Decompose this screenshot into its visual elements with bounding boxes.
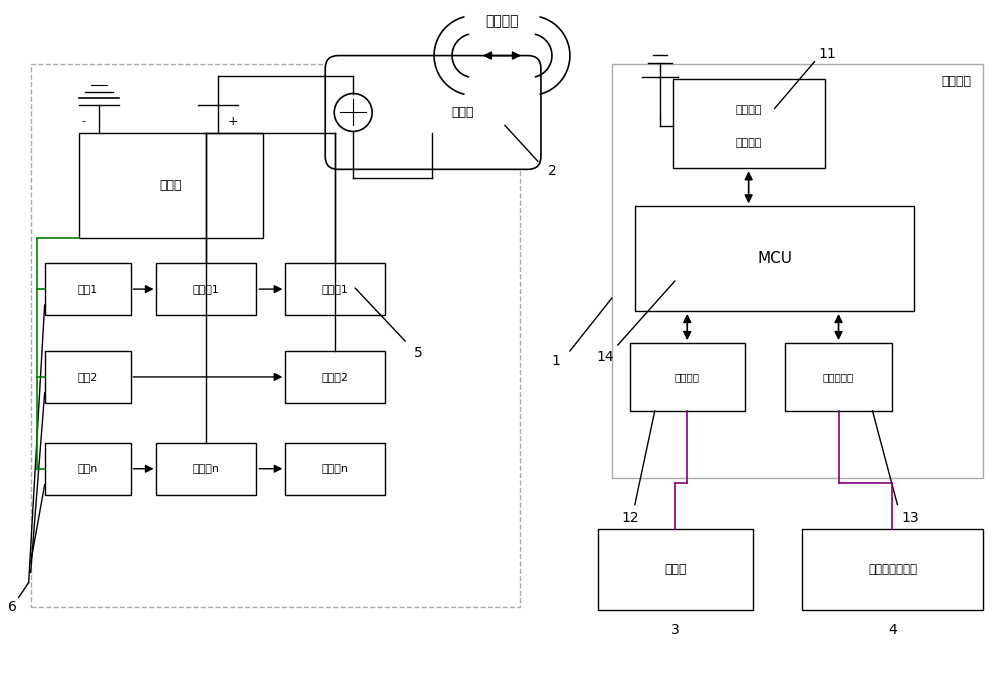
Bar (630, 343, 745, 411)
Text: 显示器: 显示器 (664, 563, 687, 576)
Bar (802, 529, 983, 611)
Text: 显示接口: 显示接口 (675, 372, 700, 382)
Bar (156, 263, 256, 315)
Bar (285, 351, 385, 403)
Text: 无线通信: 无线通信 (485, 14, 519, 29)
Bar (31, 64, 520, 607)
Bar (285, 263, 385, 315)
Bar (612, 64, 983, 477)
Bar (79, 133, 263, 238)
Text: 5: 5 (414, 346, 422, 360)
Bar (785, 343, 892, 411)
Bar (156, 443, 256, 494)
Text: +: + (228, 115, 239, 128)
Text: 6: 6 (8, 600, 17, 615)
Text: 第一无线: 第一无线 (735, 105, 762, 115)
Bar (45, 351, 131, 403)
Text: 开关n: 开关n (77, 464, 98, 474)
Text: 执行器1: 执行器1 (322, 284, 349, 294)
Text: 2: 2 (548, 165, 556, 178)
Text: 开关1: 开关1 (77, 284, 98, 294)
Text: 控制器n: 控制器n (193, 464, 220, 474)
Bar (285, 443, 385, 494)
Text: 数据存储服务器: 数据存储服务器 (868, 563, 917, 576)
Text: 蓄电池: 蓄电池 (160, 180, 182, 193)
Text: 3: 3 (671, 624, 680, 637)
Bar (598, 529, 753, 611)
Text: 电流钓: 电流钓 (452, 106, 474, 119)
Text: 1: 1 (551, 354, 560, 368)
Text: 11: 11 (819, 46, 836, 61)
Text: 执行器2: 执行器2 (322, 372, 349, 382)
Text: 测试主机: 测试主机 (941, 75, 971, 88)
Text: MCU: MCU (757, 251, 792, 266)
Text: 13: 13 (902, 511, 919, 525)
Text: -: - (82, 116, 86, 126)
Text: 通信模块: 通信模块 (735, 138, 762, 148)
Text: 控制器1: 控制器1 (193, 284, 220, 294)
FancyBboxPatch shape (325, 55, 541, 169)
Bar (673, 79, 825, 168)
Bar (45, 443, 131, 494)
Text: 12: 12 (621, 511, 639, 525)
Text: 14: 14 (596, 350, 614, 364)
Text: 执行器n: 执行器n (322, 464, 349, 474)
Bar (635, 206, 914, 311)
Text: 以太网接口: 以太网接口 (823, 372, 854, 382)
Text: 4: 4 (888, 624, 897, 637)
Text: 开关2: 开关2 (77, 372, 98, 382)
Bar (45, 263, 131, 315)
